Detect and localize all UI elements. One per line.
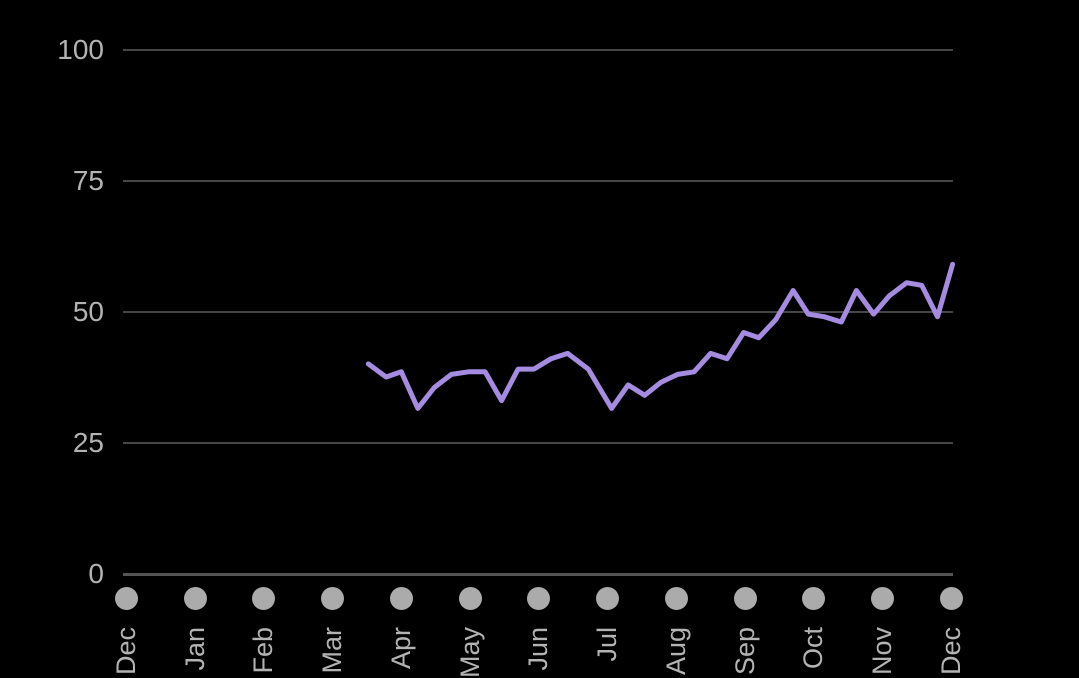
y-tick-label: 25 <box>72 426 104 458</box>
y-tick-label: 0 <box>88 557 104 589</box>
y-tick-label: 50 <box>72 295 104 327</box>
gridline <box>123 179 953 182</box>
month-label: Jul <box>592 627 622 662</box>
gridline <box>123 310 953 313</box>
month-label: Sep <box>729 627 760 676</box>
month-label: Jun <box>523 627 554 671</box>
month-dot[interactable] <box>252 587 276 610</box>
month-dot[interactable] <box>321 587 344 610</box>
month-label: Feb <box>248 627 279 674</box>
month-dot[interactable] <box>733 587 757 610</box>
month-dot[interactable] <box>871 587 894 610</box>
month-label: Apr <box>385 627 416 670</box>
trend-line <box>365 261 956 411</box>
y-tick-label: 75 <box>72 164 104 196</box>
month-label: May <box>454 627 485 678</box>
month-dot[interactable] <box>183 587 207 610</box>
month-dot[interactable] <box>939 587 963 610</box>
month-label: Dec <box>110 627 141 676</box>
gridline <box>123 48 953 51</box>
month-dot[interactable] <box>664 587 688 610</box>
month-dot[interactable] <box>389 587 413 610</box>
x-axis-line <box>123 572 953 576</box>
y-tick-label: 100 <box>57 33 104 65</box>
month-dot[interactable] <box>802 587 826 610</box>
month-label: Nov <box>867 627 897 676</box>
month-label: Mar <box>317 627 347 674</box>
month-label: Jan <box>179 627 210 671</box>
month-dot[interactable] <box>596 587 619 610</box>
month-dot[interactable] <box>114 587 138 610</box>
month-label: Oct <box>798 627 829 670</box>
month-dot[interactable] <box>458 587 482 610</box>
gridline <box>123 441 953 444</box>
month-dot[interactable] <box>527 587 551 610</box>
month-label: Dec <box>935 627 966 676</box>
month-label: Aug <box>660 627 691 676</box>
